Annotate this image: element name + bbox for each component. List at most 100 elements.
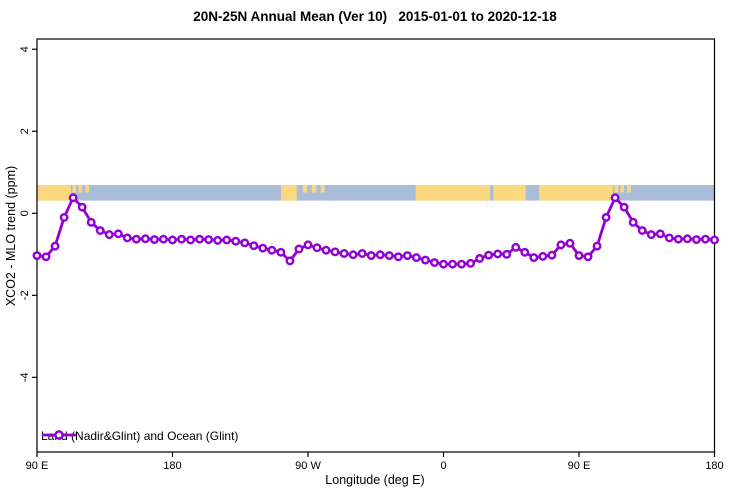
y-tick-label: 2	[19, 128, 31, 134]
data-point	[547, 250, 557, 260]
data-point	[592, 241, 602, 251]
y-tick-label: 4	[19, 46, 31, 52]
data-point	[366, 251, 376, 260]
data-point	[50, 241, 60, 251]
map-band-land-islet	[78, 185, 83, 193]
map-band-land-islet	[85, 185, 89, 193]
data-point	[267, 245, 277, 255]
data-point	[32, 251, 42, 260]
data-point	[466, 258, 476, 268]
data-point	[502, 249, 512, 259]
data-point	[68, 193, 78, 203]
data-point	[457, 259, 467, 269]
x-tick-label: 90 E	[26, 460, 49, 472]
data-point	[520, 247, 530, 257]
y-tick-label: -2	[19, 290, 31, 300]
data-point	[177, 234, 186, 244]
data-point	[475, 253, 485, 263]
plot-box	[36, 38, 716, 453]
data-point	[168, 235, 177, 245]
data-point	[493, 249, 503, 259]
data-point	[556, 240, 566, 250]
data-point	[384, 251, 394, 260]
data-point	[86, 217, 96, 227]
data-point	[420, 255, 430, 265]
y-axis-label: XCO2 - MLO trend (ppm)	[4, 165, 18, 307]
x-tick-label: 90 W	[295, 460, 321, 472]
data-point	[448, 259, 457, 269]
data-point	[538, 251, 548, 261]
data-point	[303, 240, 313, 250]
data-point	[646, 230, 656, 240]
map-band-land-islet	[627, 185, 631, 193]
legend: Land (Nadir&Glint) and Ocean (Glint)	[41, 429, 238, 443]
data-point	[357, 249, 367, 258]
data-point	[249, 241, 259, 251]
data-point	[149, 235, 159, 245]
chart-title: 20N-25N Annual Mean (Ver 10) 2015-01-01 …	[193, 9, 557, 24]
data-point	[574, 251, 584, 260]
data-point	[204, 235, 214, 245]
data-point	[330, 247, 340, 257]
trend-line	[36, 196, 715, 266]
y-tick-label: -4	[19, 372, 31, 382]
data-point	[402, 251, 412, 260]
data-point	[511, 242, 521, 252]
data-point	[159, 234, 168, 244]
data-point	[104, 230, 114, 240]
y-tick-label: 0	[19, 210, 31, 216]
data-point	[691, 235, 701, 245]
data-point	[601, 212, 611, 222]
data-point	[637, 226, 647, 235]
data-point	[664, 233, 674, 243]
data-point	[59, 212, 69, 222]
map-band-land-segment	[415, 185, 491, 201]
data-point	[213, 235, 223, 245]
data-point	[77, 202, 87, 212]
data-point	[231, 236, 241, 246]
data-point	[258, 243, 268, 253]
map-band-land-islet	[614, 185, 619, 193]
data-point	[95, 226, 105, 235]
x-axis-label: Longitude (deg E)	[325, 473, 425, 487]
legend-label: Land (Nadir&Glint) and Ocean (Glint)	[41, 429, 239, 443]
data-point	[655, 229, 665, 239]
data-point	[312, 243, 322, 253]
data-point	[411, 253, 421, 263]
data-point	[565, 238, 575, 248]
data-point	[339, 249, 349, 258]
data-point	[321, 245, 331, 255]
map-band-land-segment	[539, 185, 613, 201]
data-point	[375, 250, 385, 260]
data-point	[186, 235, 196, 245]
x-tick-label: 180	[705, 460, 723, 472]
data-point	[240, 238, 250, 248]
data-point	[195, 234, 205, 244]
data-point	[439, 259, 448, 269]
data-point	[393, 252, 403, 262]
map-band-land-islet	[72, 185, 77, 193]
data-point	[41, 252, 51, 262]
map-band-land-islet	[311, 185, 317, 193]
data-point	[673, 234, 683, 244]
data-point	[222, 235, 232, 245]
data-point	[131, 234, 141, 244]
data-point	[583, 252, 593, 262]
data-point	[430, 258, 439, 267]
x-tick-label: 0	[440, 460, 446, 472]
map-band-land-segment	[37, 185, 71, 201]
data-point	[710, 235, 719, 245]
map-band-land-islet	[320, 185, 325, 193]
data-point	[276, 247, 286, 257]
map-band-land-segment	[493, 185, 526, 201]
legend-marker-icon	[42, 430, 76, 440]
data-point	[122, 233, 132, 243]
data-point	[701, 234, 710, 244]
x-tick-label: 180	[163, 460, 181, 472]
data-point	[484, 250, 494, 260]
data-point	[113, 229, 123, 239]
data-point	[619, 202, 629, 212]
data-point	[294, 244, 304, 254]
data-point	[628, 217, 638, 227]
